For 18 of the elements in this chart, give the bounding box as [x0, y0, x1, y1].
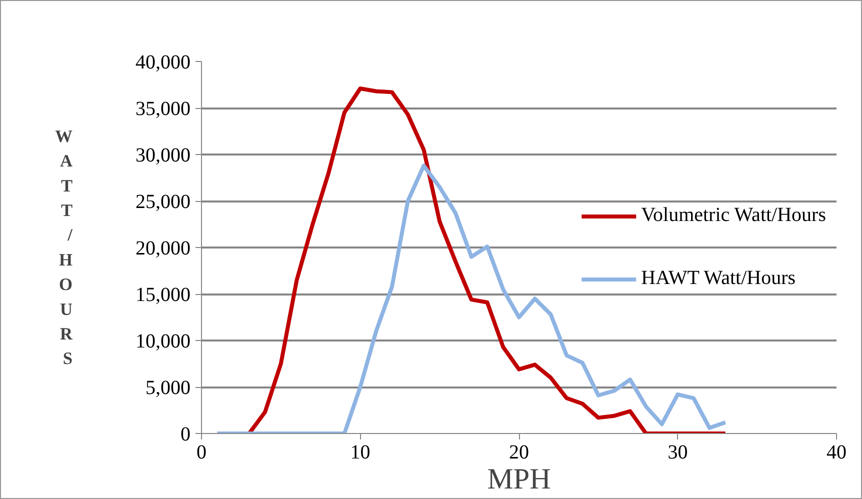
x-tick-label: 10: [350, 442, 370, 464]
y-tick-label: 10,000: [136, 330, 190, 352]
legend-label: Volumetric Watt/Hours: [641, 204, 826, 227]
x-tick-label: 0: [196, 442, 206, 464]
y-tick-label: 15,000: [136, 284, 190, 306]
y-tick-label: 5,000: [146, 377, 190, 399]
legend-label: HAWT Watt/Hours: [641, 267, 796, 290]
y-tick-label: 35,000: [136, 98, 190, 120]
y-tick-label: 40,000: [136, 52, 190, 74]
x-tick-label: 40: [826, 442, 846, 464]
text: WATT/HOURS: [55, 126, 73, 368]
x-axis-title: MPH: [487, 464, 551, 496]
x-tick-label: 20: [509, 442, 529, 464]
x-tick-label: 30: [668, 442, 688, 464]
y-tick-label: 30,000: [136, 144, 190, 166]
y-tick-label: 25,000: [136, 191, 190, 213]
y-tick-label: 0: [180, 424, 190, 446]
y-tick-label: 20,000: [136, 238, 190, 260]
